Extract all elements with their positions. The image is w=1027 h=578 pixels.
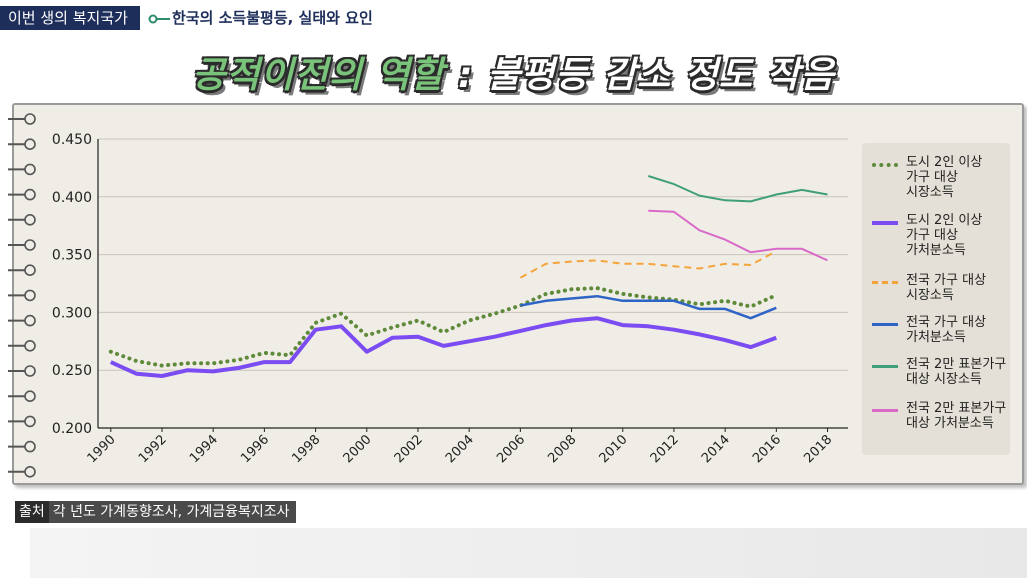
- episode-title: 한국의 소득불평등, 실태와 요인: [172, 9, 373, 27]
- legend-swatch: [872, 409, 898, 412]
- binder-ring: [8, 163, 36, 176]
- x-tick-label: 2018: [801, 432, 835, 466]
- x-tick-label: 2008: [545, 432, 579, 466]
- binder-ring: [8, 340, 36, 352]
- legend-swatch: [872, 323, 898, 326]
- binder-ring: [8, 415, 36, 428]
- binder-ring: [8, 440, 36, 453]
- series-line: [109, 316, 777, 378]
- series-tag: 이번 생의 복지국가: [0, 6, 140, 30]
- binder-ring: [8, 239, 36, 251]
- series-line: [647, 175, 828, 203]
- series-line: [520, 294, 777, 320]
- legend-label: 전국 2만 표본가구 대상 시장소득: [906, 357, 1007, 387]
- legend-label: 전국 2만 표본가구 대상 가처분소득: [906, 401, 1007, 431]
- x-tick-label: 1990: [85, 432, 119, 466]
- series-line: [648, 209, 828, 262]
- page-header: 이번 생의 복지국가 한국의 소득불평등, 실태와 요인: [0, 0, 1027, 36]
- legend-label: 전국 가구 대상 시장소득: [906, 273, 987, 303]
- x-tick-label: 1998: [289, 432, 323, 466]
- binder-ring: [8, 113, 36, 125]
- legend-label: 도시 2인 이상 가구 대상 시장소득: [906, 155, 983, 200]
- source-label: 출처: [15, 501, 49, 523]
- binder-ring: [8, 390, 36, 403]
- x-tick-label: 2000: [341, 432, 375, 466]
- binder-ring: [8, 314, 36, 327]
- legend-label: 도시 2인 이상 가구 대상 가처분소득: [906, 213, 983, 258]
- binder-rings: [8, 113, 36, 478]
- binder-ring: [8, 465, 36, 478]
- footer-shade: [30, 528, 1027, 578]
- series-line: [519, 250, 777, 279]
- x-tick-label: 2012: [648, 432, 682, 466]
- chart-board: [12, 103, 1024, 485]
- legend-swatch: [872, 281, 898, 284]
- y-tick-label: 0.250: [52, 363, 92, 379]
- y-tick-label: 0.300: [52, 305, 92, 321]
- x-tick-label: 1994: [187, 432, 221, 466]
- binder-ring: [8, 188, 36, 201]
- binder-ring: [8, 264, 36, 276]
- x-tick-label: 2016: [750, 432, 784, 466]
- binder-ring: [8, 214, 36, 226]
- headline-separator: :: [444, 55, 488, 96]
- legend-swatch: [872, 221, 898, 225]
- source-note: 출처 각 년도 가계동향조사, 가계금융복지조사: [15, 501, 296, 523]
- x-tick-label: 2004: [443, 432, 477, 466]
- legend-swatch: [872, 163, 898, 167]
- headline-part1: 공적이전의 역할: [192, 55, 445, 96]
- y-tick-label: 0.450: [52, 132, 92, 148]
- source-text: 각 년도 가계동향조사, 가계금융복지조사: [48, 501, 296, 523]
- x-tick-label: 2006: [494, 432, 528, 466]
- headline-part2: 불평등 감소 정도 작음: [487, 55, 835, 96]
- binder-ring: [8, 289, 36, 302]
- legend-label: 전국 가구 대상 가처분소득: [906, 315, 987, 345]
- connector-icon: [148, 14, 170, 24]
- series-line: [108, 286, 779, 368]
- y-tick-label: 0.350: [52, 248, 92, 264]
- binder-ring: [8, 138, 36, 151]
- x-tick-label: 1992: [136, 432, 170, 466]
- x-tick-label: 2010: [597, 432, 631, 466]
- legend-swatch: [872, 365, 898, 368]
- x-tick-label: 1996: [238, 432, 272, 466]
- y-tick-label: 0.200: [52, 421, 92, 437]
- x-tick-label: 2014: [699, 432, 733, 466]
- binder-ring: [8, 365, 36, 377]
- slide-headline: 공적이전의 역할 : 불평등 감소 정도 작음: [0, 46, 1027, 98]
- x-tick-label: 2002: [392, 432, 426, 466]
- y-tick-label: 0.400: [52, 190, 92, 206]
